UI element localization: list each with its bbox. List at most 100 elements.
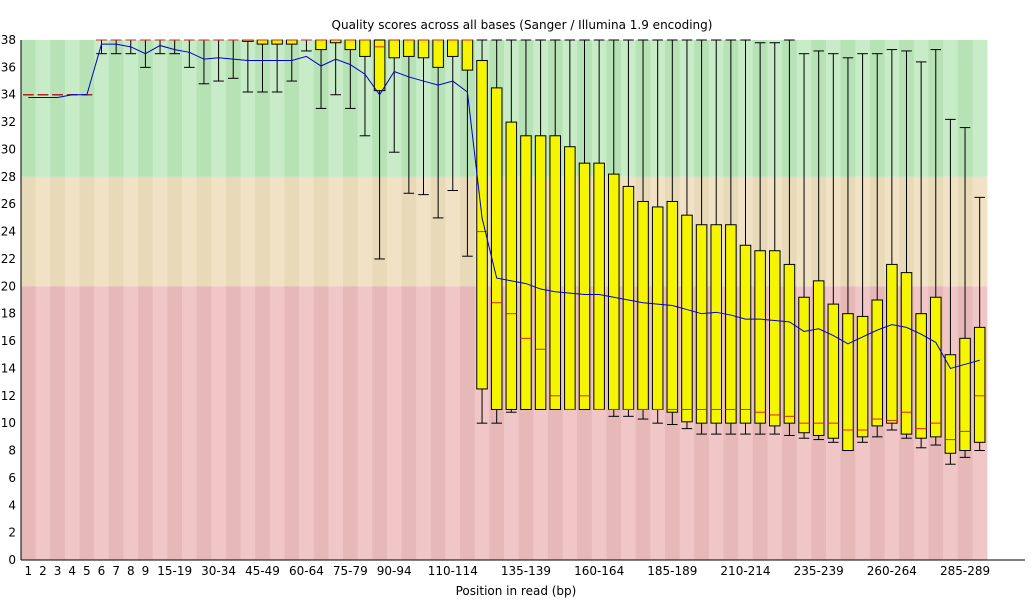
y-tick-label: 0 bbox=[8, 553, 16, 567]
interquartile-box bbox=[754, 250, 766, 424]
x-tick-label: 75-79 bbox=[333, 564, 368, 578]
box-25 bbox=[373, 39, 386, 260]
y-tick-label: 20 bbox=[1, 279, 16, 293]
interquartile-box bbox=[461, 39, 474, 71]
quality-band-1-stripe bbox=[167, 176, 183, 287]
box-26 bbox=[388, 39, 400, 153]
quality-band-1-stripe bbox=[416, 176, 432, 287]
box-27 bbox=[403, 39, 415, 194]
interquartile-box bbox=[534, 135, 547, 410]
quality-bands bbox=[21, 40, 988, 560]
x-tick-label: 235-239 bbox=[794, 564, 844, 578]
box-30 bbox=[447, 39, 459, 192]
quality-band-0-stripe bbox=[269, 40, 285, 177]
box-53 bbox=[783, 39, 796, 436]
interquartile-box bbox=[505, 121, 518, 410]
interquartile-box bbox=[608, 173, 620, 410]
box-19 bbox=[286, 39, 298, 82]
x-tick-label: 90-94 bbox=[377, 564, 412, 578]
y-tick-label: 34 bbox=[1, 88, 16, 102]
box-61 bbox=[900, 50, 913, 439]
box-41 bbox=[608, 39, 620, 417]
quality-band-0-stripe bbox=[50, 40, 66, 177]
quality-band-2-stripe bbox=[299, 286, 315, 560]
interquartile-box bbox=[359, 39, 371, 57]
box-10 bbox=[154, 39, 166, 55]
quality-band-2-stripe bbox=[313, 286, 329, 560]
x-axis-label: Position in read (bp) bbox=[456, 584, 577, 598]
quality-band-1-stripe bbox=[401, 176, 417, 287]
quality-band-1-stripe bbox=[138, 176, 154, 287]
interquartile-box bbox=[769, 250, 781, 427]
box-64 bbox=[944, 118, 957, 465]
quality-band-2-stripe bbox=[343, 286, 359, 560]
box-58 bbox=[856, 53, 869, 443]
quality-band-1-stripe bbox=[445, 176, 461, 287]
y-tick-label: 2 bbox=[8, 526, 16, 540]
y-tick-label: 26 bbox=[1, 197, 16, 211]
box-22 bbox=[329, 39, 342, 96]
interquartile-box bbox=[271, 39, 283, 45]
quality-band-0-stripe bbox=[94, 40, 110, 177]
x-tick-label: 6 bbox=[98, 564, 106, 578]
interquartile-box bbox=[725, 224, 737, 424]
box-34 bbox=[505, 39, 518, 413]
quality-band-2-stripe bbox=[401, 286, 417, 560]
x-tick-label: 285-289 bbox=[940, 564, 990, 578]
box-29 bbox=[432, 39, 444, 219]
quality-band-0-stripe bbox=[64, 40, 80, 177]
quality-band-2-stripe bbox=[108, 286, 124, 560]
quality-band-2-stripe bbox=[64, 286, 80, 560]
x-tick-label: 185-189 bbox=[647, 564, 697, 578]
interquartile-box bbox=[593, 162, 605, 410]
x-tick-label: 7 bbox=[112, 564, 120, 578]
box-39 bbox=[578, 39, 591, 410]
mean-line bbox=[28, 43, 980, 370]
quality-band-0-stripe bbox=[255, 40, 271, 177]
x-tick-label: 4 bbox=[68, 564, 76, 578]
x-tick-label: 5 bbox=[83, 564, 91, 578]
y-tick-label: 24 bbox=[1, 225, 16, 239]
quality-band-1-stripe bbox=[284, 176, 300, 287]
interquartile-box bbox=[959, 337, 971, 452]
interquartile-box bbox=[827, 303, 840, 439]
box-33 bbox=[490, 39, 503, 424]
quality-band-1-stripe bbox=[299, 176, 315, 287]
quality-band-0-stripe bbox=[152, 40, 168, 177]
y-tick-label: 22 bbox=[1, 252, 16, 266]
quality-band-2-stripe bbox=[372, 286, 388, 560]
interquartile-box bbox=[622, 185, 635, 410]
y-tick-label: 38 bbox=[1, 33, 16, 47]
quality-band-1-stripe bbox=[255, 176, 271, 287]
interquartile-box bbox=[812, 280, 825, 436]
box-13 bbox=[198, 39, 210, 85]
quality-band-1-stripe bbox=[430, 176, 446, 287]
interquartile-box bbox=[695, 224, 708, 424]
quality-band-1-stripe bbox=[108, 176, 124, 287]
box-54 bbox=[798, 53, 810, 439]
y-tick-label: 10 bbox=[1, 416, 16, 430]
chart-title: Quality scores across all bases (Sanger … bbox=[332, 18, 713, 32]
quality-band-1-stripe bbox=[225, 176, 241, 287]
interquartile-box bbox=[871, 299, 884, 427]
quality-band-2-stripe bbox=[255, 286, 271, 560]
interquartile-box bbox=[344, 39, 357, 51]
box-31 bbox=[461, 39, 474, 257]
interquartile-box bbox=[578, 162, 591, 410]
box-38 bbox=[564, 39, 576, 410]
quality-band-0-stripe bbox=[123, 40, 139, 177]
box-36 bbox=[534, 39, 547, 410]
quality-band-2-stripe bbox=[21, 286, 37, 560]
x-tick-label: 160-164 bbox=[574, 564, 624, 578]
quality-band-1-stripe bbox=[182, 176, 198, 287]
x-tick-label: 260-264 bbox=[867, 564, 917, 578]
box-66 bbox=[973, 196, 986, 452]
y-tick-label: 8 bbox=[8, 444, 16, 458]
quality-band-0-stripe bbox=[299, 40, 315, 177]
y-tick-label: 16 bbox=[1, 334, 16, 348]
x-tick-label: 210-214 bbox=[720, 564, 770, 578]
quality-band-0-stripe bbox=[167, 40, 183, 177]
box-16 bbox=[242, 39, 254, 93]
quality-band-1-stripe bbox=[269, 176, 285, 287]
